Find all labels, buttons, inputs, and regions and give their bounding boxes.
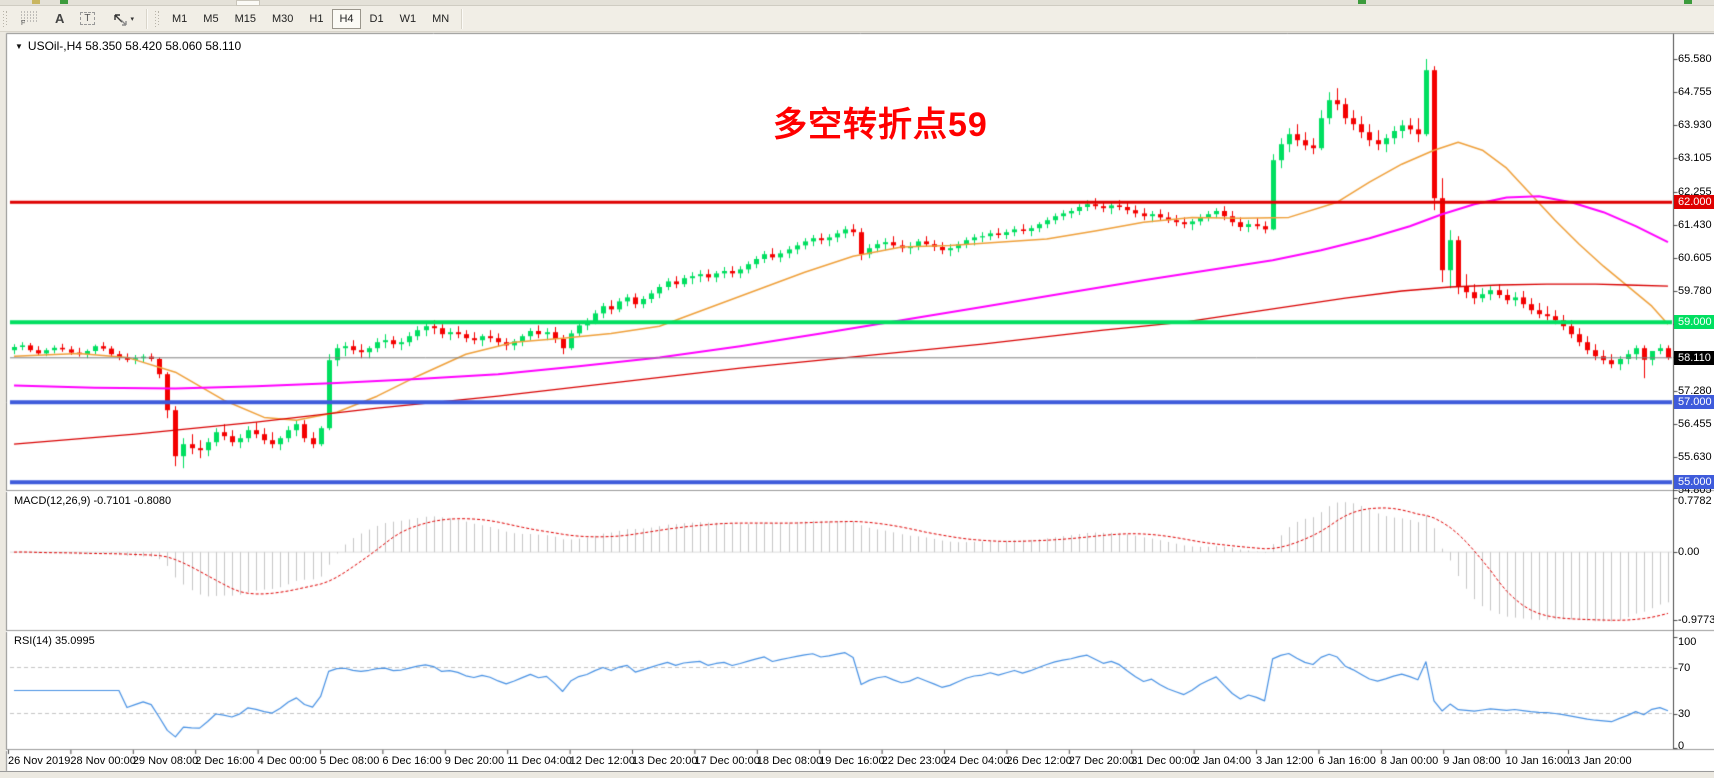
price-badge: 58.110 <box>1674 350 1714 365</box>
time-axis-label: 27 Dec 20:00 <box>1068 755 1135 767</box>
time-axis-label: 5 Dec 08:00 <box>320 755 380 767</box>
rsi-axis-label: 70 <box>1678 661 1691 674</box>
time-axis-label: 4 Dec 00:00 <box>257 755 317 767</box>
time-axis-label: 2 Dec 16:00 <box>195 755 255 767</box>
toolbar: F A T ▾ M1 M5 M15 M30 H1 H4 D1 W1 MN <box>0 6 1714 32</box>
time-axis-label: 26 Nov 2019 <box>8 755 71 767</box>
time-axis-label: 6 Jan 16:00 <box>1318 755 1376 767</box>
timeframe-button-w1[interactable]: W1 <box>393 9 424 29</box>
price-axis-label: 56.455 <box>1678 418 1712 430</box>
price-badge: 55.000 <box>1674 475 1714 490</box>
rsi-label: RSI(14) 35.0995 <box>14 635 95 647</box>
chart-annotation-text[interactable]: 多空转折点59 <box>773 106 988 144</box>
price-axis-label: 65.580 <box>1678 53 1712 65</box>
window-chrome-fragment <box>1358 0 1366 4</box>
timeframe-button-group: M1 M5 M15 M30 H1 H4 D1 W1 MN <box>164 8 457 29</box>
timeframe-button-m30[interactable]: M30 <box>265 9 300 29</box>
chevron-down-icon: ▾ <box>130 15 135 23</box>
window-chrome-fragment <box>60 0 68 4</box>
price-axis-label: 61.430 <box>1678 219 1712 231</box>
price-axis-label: 57.280 <box>1678 385 1712 397</box>
macd-axis-label: -0.9773 <box>1678 614 1714 627</box>
time-axis-label: 8 Jan 00:00 <box>1380 755 1439 767</box>
svg-text:F: F <box>21 20 25 26</box>
timeframe-button-m5[interactable]: M5 <box>196 9 225 29</box>
price-axis-label: 63.105 <box>1678 152 1712 164</box>
macd-axis-label: 0.00 <box>1678 546 1700 559</box>
grid-f-icon-button[interactable]: F <box>13 9 46 29</box>
price-badge: 57.000 <box>1674 395 1714 410</box>
symbol-ohlc-text: USOil-,H4 58.350 58.420 58.060 58.110 <box>27 39 242 53</box>
time-axis-label: 9 Jan 08:00 <box>1443 755 1501 767</box>
timeframe-button-h4[interactable]: H4 <box>332 8 361 29</box>
price-axis-label: 63.930 <box>1678 119 1712 131</box>
timeframe-button-mn[interactable]: MN <box>425 9 456 29</box>
price-axis-label: 60.605 <box>1678 252 1712 264</box>
time-axis-label: 13 Jan 20:00 <box>1568 755 1632 767</box>
chart-symbol-title[interactable]: ▼ USOil-,H4 58.350 58.420 58.060 58.110 <box>15 39 241 53</box>
collapse-triangle-icon[interactable]: ▼ <box>15 42 23 51</box>
time-axis-label: 17 Dec 00:00 <box>694 755 760 767</box>
price-axis-label: 62.255 <box>1678 186 1712 198</box>
time-axis-label: 19 Dec 16:00 <box>819 755 885 767</box>
toolbar-separator <box>461 8 464 29</box>
price-badge: 62.000 <box>1674 195 1714 210</box>
rsi-axis-label: 100 <box>1678 636 1697 648</box>
time-axis-label: 18 Dec 08:00 <box>756 755 823 767</box>
time-axis-label: 11 Dec 04:00 <box>507 755 572 767</box>
timeframe-button-h1[interactable]: H1 <box>302 9 330 29</box>
window-top-strip <box>0 0 1714 6</box>
time-axis-label: 31 Dec 00:00 <box>1131 755 1197 767</box>
timeframe-button-m1[interactable]: M1 <box>165 9 194 29</box>
window-bottom-strip <box>0 771 1714 778</box>
time-axis-label: 13 Dec 20:00 <box>632 755 698 767</box>
text-label-a-button[interactable]: A <box>48 9 71 29</box>
toolbar-drag-handle[interactable] <box>3 10 8 27</box>
time-axis-label: 12 Dec 12:00 <box>569 755 636 767</box>
timeframe-button-m15[interactable]: M15 <box>228 9 263 29</box>
text-box-t-button[interactable]: T <box>73 9 101 29</box>
timeframe-button-d1[interactable]: D1 <box>363 9 391 29</box>
price-axis-label: 59.780 <box>1678 285 1712 297</box>
toolbar-drag-handle[interactable] <box>155 10 161 27</box>
window-chrome-fragment <box>32 0 40 4</box>
price-axis-label: 64.755 <box>1678 86 1712 98</box>
time-axis-label: 6 Dec 16:00 <box>382 755 442 767</box>
arrange-arrows-button[interactable]: ▾ <box>104 9 142 29</box>
macd-axis-label: 0.7782 <box>1678 495 1712 507</box>
rsi-axis-label: 0 <box>1678 740 1685 752</box>
price-badge: 59.000 <box>1674 315 1714 330</box>
rsi-axis-label: 30 <box>1678 707 1691 720</box>
time-axis-label: 24 Dec 04:00 <box>944 755 1010 767</box>
letter-a-icon: A <box>55 11 65 26</box>
window-chrome-fragment <box>236 0 260 6</box>
time-axis-label: 29 Nov 08:00 <box>132 755 199 767</box>
macd-label: MACD(12,26,9) -0.7101 -0.8080 <box>14 495 172 507</box>
time-axis-label: 28 Nov 00:00 <box>70 755 136 767</box>
price-axis-label: 55.630 <box>1678 451 1712 463</box>
arrows-icon <box>113 13 127 26</box>
dotted-grid-icon: F <box>21 11 38 26</box>
time-axis-label: 10 Jan 16:00 <box>1505 755 1570 767</box>
letter-t-box-icon: T <box>80 12 95 25</box>
toolbar-separator <box>146 8 149 29</box>
time-axis-label: 22 Dec 23:00 <box>881 755 948 767</box>
time-axis-label: 9 Dec 20:00 <box>444 755 505 767</box>
window-chrome-fragment <box>1684 0 1692 4</box>
time-axis-label: 3 Jan 12:00 <box>1256 755 1314 767</box>
time-axis-label: 26 Dec 12:00 <box>1006 755 1072 767</box>
time-axis-label: 2 Jan 04:00 <box>1193 755 1252 767</box>
